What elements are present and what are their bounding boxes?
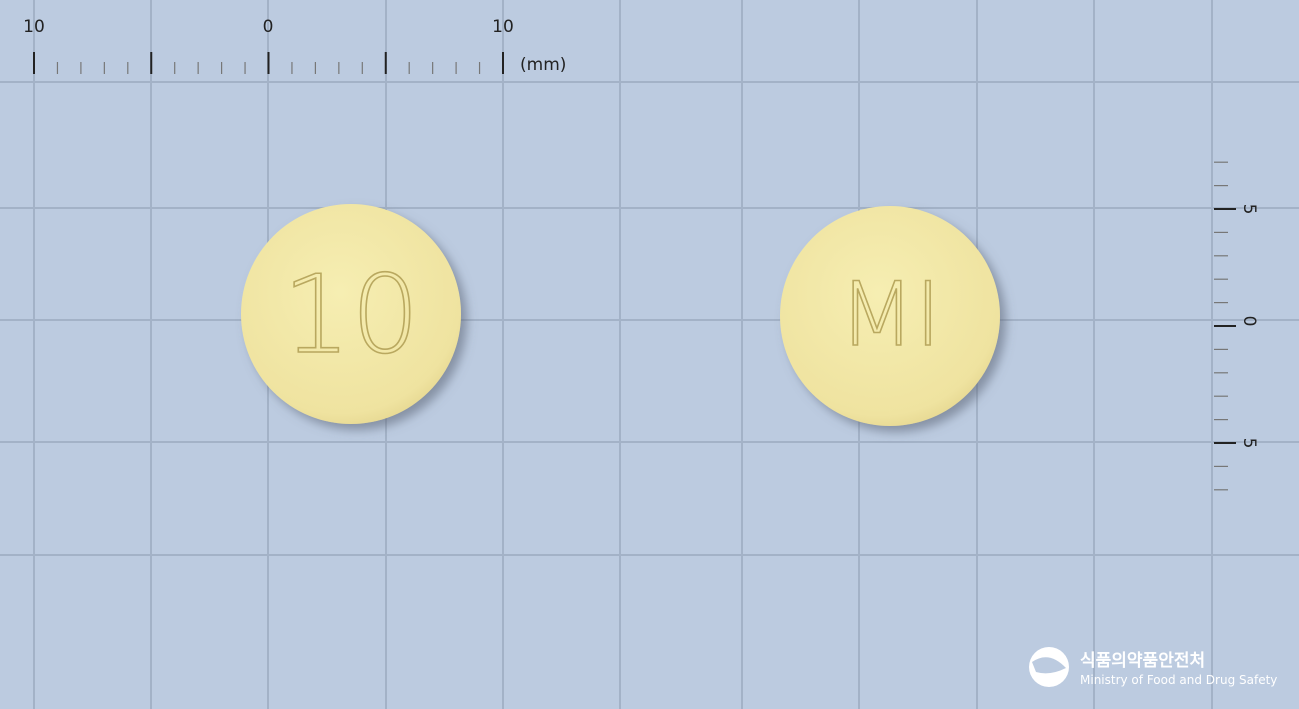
- ruler-label: 0: [263, 17, 274, 37]
- pill: [780, 206, 1000, 426]
- logo: 식품의약품안전처 Ministry of Food and Drug Safet…: [1029, 647, 1277, 687]
- ruler-label: 10: [492, 17, 514, 37]
- pill-imprint: 10: [282, 253, 419, 378]
- ruler-label: 10: [23, 17, 45, 37]
- logo-english: Ministry of Food and Drug Safety: [1080, 673, 1277, 687]
- pill-imprint: MI: [839, 263, 941, 366]
- logo-mark-swirl: [1032, 657, 1066, 674]
- ruler-label: 0: [1239, 316, 1259, 327]
- pill: [241, 204, 461, 424]
- ruler-label: 5: [1239, 204, 1259, 215]
- rulers: [33, 52, 1236, 491]
- ruler-unit: (mm): [520, 55, 566, 75]
- logo-korean: 식품의약품안전처: [1080, 650, 1205, 671]
- ruler-label: 5: [1239, 438, 1259, 449]
